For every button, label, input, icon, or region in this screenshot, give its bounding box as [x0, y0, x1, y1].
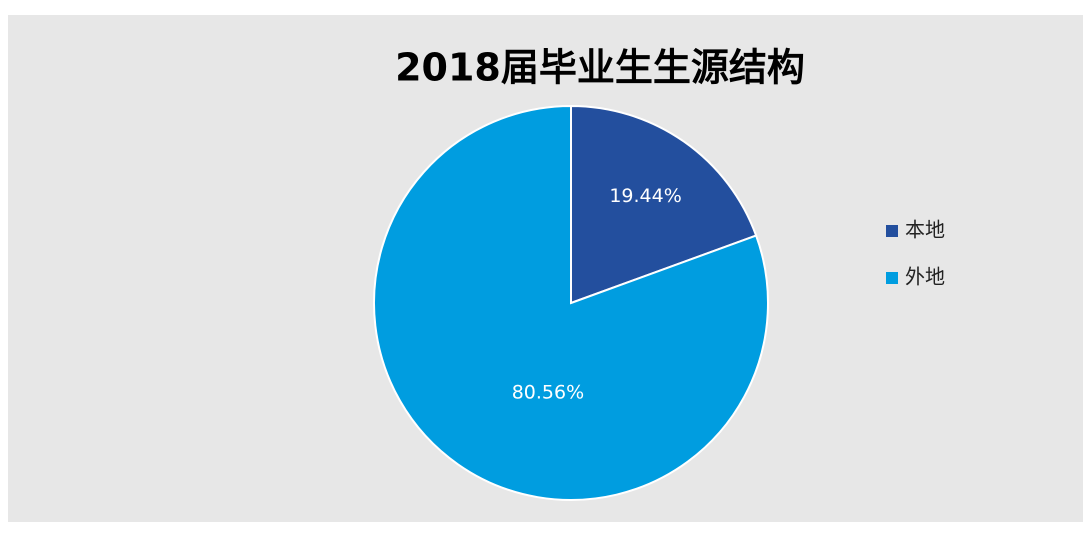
pie-slice: [373, 104, 769, 501]
legend-swatch: [886, 225, 898, 237]
data-label: 19.44%: [609, 185, 681, 207]
legend-label: 外地: [905, 265, 945, 289]
legend-swatch: [886, 272, 898, 284]
legend-label: 本地: [905, 218, 945, 242]
pie-slice: [570, 104, 758, 305]
data-label: 80.56%: [512, 382, 584, 404]
chart-title: 2018届毕业生生源结构: [395, 46, 805, 90]
